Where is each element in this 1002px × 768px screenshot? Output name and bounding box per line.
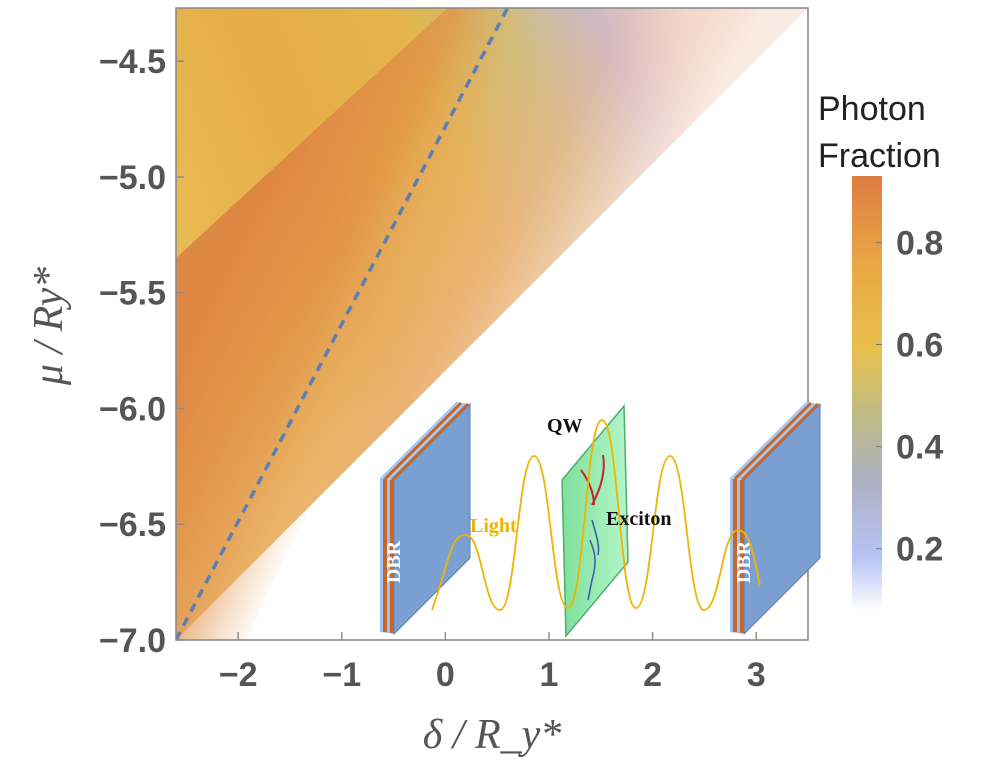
y-axis-label: μ / Ry* [26, 267, 72, 386]
colorbar-ticks: 0.8 0.6 0.4 0.2 [876, 224, 943, 569]
y-tick-label: −6.5 [99, 506, 166, 544]
y-tick-label: −5.0 [99, 159, 166, 197]
plot-frame [175, 7, 809, 641]
cavity-inset: DBR DBR Light QW Exciton [380, 401, 821, 639]
x-tick-label: 2 [643, 656, 662, 694]
light-label: Light [470, 515, 517, 537]
colorbar-gradient [852, 176, 882, 610]
colorbar-tick-label: 0.2 [896, 531, 943, 569]
left-dbr-mirror: DBR [380, 401, 471, 636]
colorbar: Photon Fraction 0.8 0.6 0.4 0.2 [818, 90, 943, 610]
light-wave [431, 419, 761, 611]
left-dbr-label: DBR [383, 540, 405, 583]
right-dbr-label: DBR [733, 540, 755, 583]
right-dbr-mirror: DBR [730, 401, 821, 636]
x-tick-label: 0 [436, 656, 455, 694]
x-tick-label: 3 [747, 656, 766, 694]
colorbar-tick-label: 0.8 [896, 224, 943, 262]
y-tick-label: −5.5 [99, 275, 166, 313]
y-tick-label: −6.0 [99, 390, 166, 428]
colorbar-title-line2: Fraction [818, 137, 941, 175]
colorbar-title-line1: Photon [818, 90, 926, 128]
exciton-label: Exciton [606, 508, 672, 530]
y-tick-label: −7.0 [99, 622, 166, 660]
qw-label: QW [547, 415, 583, 437]
colorbar-tick-label: 0.6 [896, 326, 943, 364]
photon-fraction-edge-fade [176, 8, 808, 640]
y-tick-label: −4.5 [99, 43, 166, 81]
x-axis: −2 −1 0 1 2 3 [219, 632, 766, 694]
colorbar-tick-label: 0.4 [896, 429, 943, 467]
dashed-resonance-line [176, 8, 510, 640]
x-tick-label: −1 [322, 656, 361, 694]
x-tick-label: 1 [540, 656, 559, 694]
y-axis: −4.5 −5.0 −5.5 −6.0 −6.5 −7.0 [99, 43, 184, 660]
x-axis-label: δ / R_y* [423, 712, 562, 758]
exciton-band-curves [580, 454, 605, 506]
x-tick-label: −2 [219, 656, 258, 694]
plot-area [176, 8, 808, 640]
